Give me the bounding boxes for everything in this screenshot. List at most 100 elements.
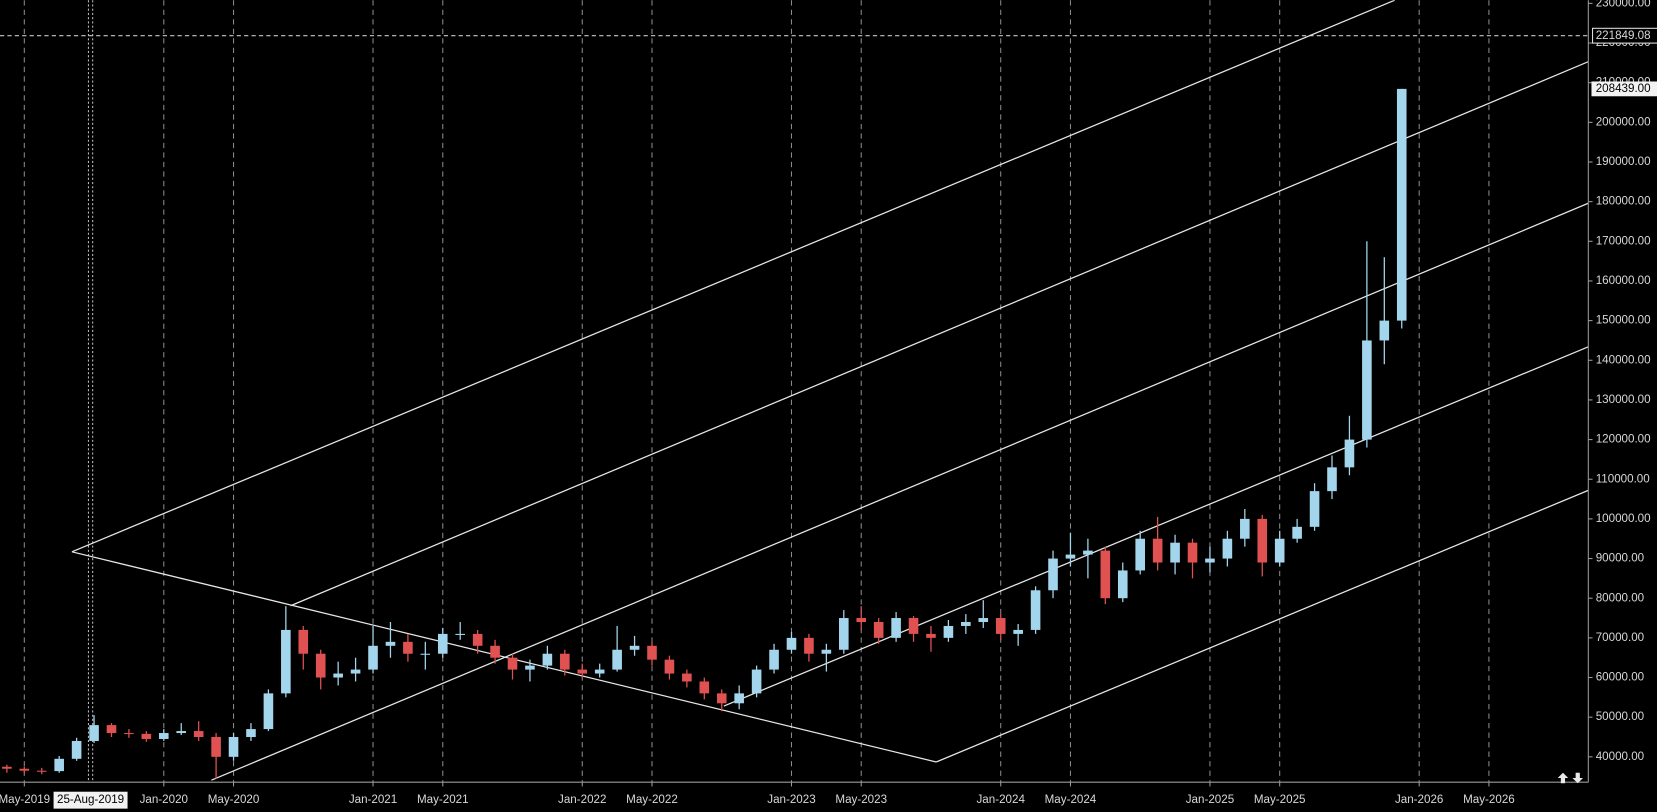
y-tick-label: 70000.00: [1596, 631, 1644, 644]
crosshair-label: 221849.08: [1596, 29, 1651, 42]
candle-body: [1065, 554, 1076, 559]
candle-body: [1205, 558, 1215, 563]
candle-body: [560, 653, 570, 670]
y-tick-label: 100000.00: [1596, 512, 1651, 525]
x-tick-label: May-2019: [0, 793, 50, 806]
y-tick-label: 150000.00: [1596, 314, 1651, 327]
candle-body: [1240, 518, 1250, 539]
y-tick-label: 230000.00: [1596, 0, 1651, 9]
candle-body: [333, 673, 343, 678]
candle-body: [2, 766, 12, 769]
candle-body: [472, 633, 483, 646]
y-tick-label: 170000.00: [1596, 234, 1651, 247]
x-tick-label: May-2024: [1045, 793, 1097, 806]
candle-body: [1135, 538, 1146, 571]
candle-body: [141, 733, 152, 739]
candle-body: [19, 768, 30, 771]
arrow-down[interactable]: [1572, 772, 1584, 784]
trend-layer: [71, 0, 1589, 781]
candle-body: [1117, 570, 1128, 599]
candle-body: [769, 649, 779, 670]
candle-body: [507, 657, 518, 670]
candle-body: [228, 736, 239, 757]
candle-body: [54, 758, 64, 772]
candle-body: [490, 645, 500, 658]
x-tick-label: May-2021: [417, 793, 469, 806]
y-tick-label: 120000.00: [1596, 433, 1651, 446]
candle-body: [682, 673, 692, 682]
cursor-label-box: [53, 791, 128, 809]
x-tick-label: Jan-2023: [767, 793, 815, 806]
y-tick-label: 140000.00: [1596, 353, 1651, 366]
candle-body: [1362, 340, 1372, 440]
candle-body: [839, 618, 849, 650]
candle-body: [821, 649, 832, 654]
pitchfork-line: [71, 551, 937, 763]
candle-body: [385, 641, 396, 646]
candle-body: [734, 693, 744, 704]
y-tick-label: 60000.00: [1596, 671, 1644, 684]
candle-body: [106, 725, 117, 734]
candle-body: [1152, 538, 1163, 563]
x-tick-label: May-2023: [835, 793, 887, 806]
candle-body: [193, 731, 204, 737]
candle-body: [36, 770, 47, 772]
candle-body: [1100, 550, 1111, 599]
candle-body: [124, 733, 134, 735]
candle-body: [525, 665, 535, 670]
candle-body: [315, 653, 326, 678]
candle-body: [1309, 491, 1320, 527]
y-tick-label: 190000.00: [1596, 155, 1651, 168]
candle-body: [716, 693, 727, 704]
candle-body: [1274, 538, 1285, 563]
x-tick-label: May-2020: [208, 793, 260, 806]
candle-body: [89, 725, 99, 741]
y-tick-label: 180000.00: [1596, 195, 1651, 208]
candle-body: [1379, 320, 1390, 341]
candle-body: [612, 649, 622, 670]
candle-body: [647, 645, 657, 660]
candle-body: [786, 637, 797, 650]
candle-body: [211, 736, 221, 757]
candle-body: [1170, 542, 1180, 563]
candle-body: [455, 633, 465, 635]
candle-body: [978, 618, 989, 622]
candle-body: [263, 693, 274, 730]
candle-body: [350, 669, 361, 674]
pitchfork-line: [211, 202, 1589, 781]
candle-body: [995, 618, 1006, 634]
candle-body: [961, 621, 971, 626]
candle-body: [699, 681, 710, 694]
candle-body: [664, 659, 675, 674]
candle-body: [1030, 590, 1041, 630]
candle-body: [71, 740, 82, 759]
candle-body: [368, 645, 378, 670]
candle-body: [1083, 550, 1093, 555]
candle-body: [542, 653, 553, 666]
y-tick-label: 130000.00: [1596, 393, 1651, 406]
candle-body: [1013, 629, 1023, 634]
x-tick-label: May-2025: [1254, 793, 1306, 806]
last-price-label: 208439.00: [1596, 82, 1651, 95]
candle-body: [856, 618, 867, 622]
candle-body: [176, 731, 187, 734]
y-tick-label: 80000.00: [1596, 591, 1644, 604]
candle-body: [1396, 88, 1407, 321]
candle-body: [158, 733, 169, 739]
candle-body: [751, 669, 762, 694]
candle-body: [1048, 558, 1058, 591]
candle-body: [403, 641, 413, 654]
y-tick-label: 160000.00: [1596, 274, 1651, 287]
x-tick-label: Jan-2024: [977, 793, 1026, 806]
x-tick-label: May-2026: [1463, 793, 1515, 806]
x-tick-label: Jan-2021: [349, 793, 397, 806]
candle-body: [908, 618, 919, 634]
crosshair-label-box: [1592, 27, 1657, 44]
candle-body: [804, 637, 814, 654]
candle-layer: [2, 88, 1407, 779]
candle-body: [246, 729, 256, 737]
candle-body: [1344, 439, 1355, 468]
x-tick-label: Jan-2022: [558, 793, 606, 806]
